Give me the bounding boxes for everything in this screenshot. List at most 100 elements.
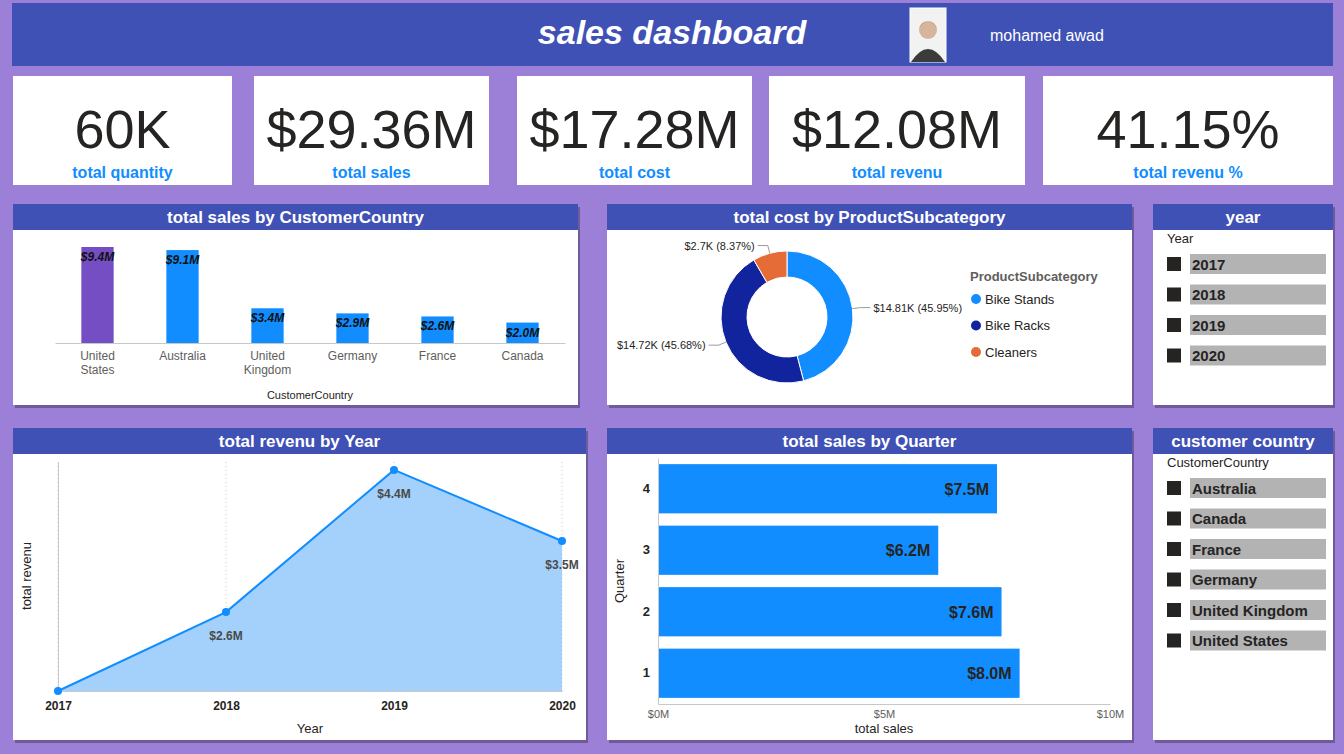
slicer-field: CustomerCountry	[1167, 455, 1269, 470]
panel-bg	[607, 204, 1132, 405]
x-axis-tick-label: UnitedKingdom	[244, 349, 291, 377]
kpi-card: $12.08Mtotal revenu	[769, 76, 1025, 185]
x-axis-title: CustomerCountry	[267, 389, 354, 401]
slicer-checkbox[interactable]	[1167, 257, 1181, 271]
y-axis-tick: 1	[643, 665, 658, 680]
slicer-item-label[interactable]: 2019	[1192, 317, 1225, 334]
slicer-item[interactable]: Germany	[1167, 570, 1326, 590]
slicer-item[interactable]: Canada	[1167, 509, 1326, 529]
y-axis-tick: 2	[643, 604, 658, 619]
panel-title-bar	[13, 204, 578, 230]
slicer-item-bg[interactable]	[1190, 346, 1326, 366]
x-axis-tick: UnitedKingdom	[244, 343, 291, 377]
legend-swatch	[971, 321, 981, 331]
avatar-hair	[919, 21, 937, 28]
legend: ProductSubcategoryBike StandsBike RacksC…	[970, 269, 1099, 360]
x-axis-tick: Australia	[159, 343, 206, 363]
background	[0, 0, 1344, 754]
panel-title-bar	[1153, 204, 1333, 230]
slicer-checkbox[interactable]	[1167, 573, 1181, 587]
panel-title-bar	[1153, 428, 1333, 454]
slicer-item[interactable]: Australia	[1167, 478, 1326, 498]
x-axis: 2017201820192020	[45, 691, 576, 713]
slicer-item[interactable]: 2017	[1167, 254, 1326, 274]
slicer-item[interactable]: France	[1167, 539, 1326, 559]
slicer-item-bg[interactable]	[1190, 315, 1326, 335]
panel: total cost by ProductSubcategory $14.81K …	[607, 204, 1134, 408]
y-axis-tick-label: 3	[643, 542, 650, 557]
kpi-value: 41.15%	[1096, 99, 1279, 159]
marker	[222, 608, 230, 616]
slicer-item-bg[interactable]	[1190, 285, 1326, 305]
slicer-checkbox[interactable]	[1167, 512, 1181, 526]
slicer-item-label[interactable]: Australia	[1192, 480, 1257, 497]
panel: total revenu by Year2017201820192020$2.6…	[13, 428, 588, 743]
kpi-value: $17.28M	[529, 99, 739, 159]
kpi-value: $12.08M	[792, 99, 1002, 159]
kpi-value: $29.36M	[266, 99, 476, 159]
slicer-item-bg[interactable]	[1190, 539, 1326, 559]
slicer-item-bg[interactable]	[1190, 509, 1326, 529]
x-axis-tick-label: Germany	[328, 349, 377, 363]
y-axis-tick-label: 2	[643, 604, 650, 619]
avatar-body	[911, 49, 945, 62]
slicer-item[interactable]: 2019	[1167, 315, 1326, 335]
slicer-item-bg[interactable]	[1190, 478, 1326, 498]
slicer-item-bg[interactable]	[1190, 254, 1326, 274]
panel-bg	[607, 428, 1132, 740]
data-label: $14.81K (45.95%)	[873, 302, 962, 314]
panel: total sales by Quarter4321$0M$5M$10M$7.5…	[607, 428, 1134, 743]
slicer-item-label[interactable]: United Kingdom	[1192, 602, 1308, 619]
slicer-checkbox[interactable]	[1167, 634, 1181, 648]
slicer-item-bg[interactable]	[1190, 600, 1326, 620]
x-axis-tick: Canada	[501, 343, 543, 363]
slicer-item-label[interactable]: United States	[1192, 632, 1288, 649]
panel-title: customer country	[1171, 432, 1315, 451]
y-axis-tick: 3	[643, 542, 658, 557]
bars	[658, 464, 1020, 698]
kpi-value: 60K	[74, 99, 170, 159]
series	[54, 466, 566, 695]
x-axis-line	[56, 343, 566, 344]
slicer-checkbox[interactable]	[1167, 318, 1181, 332]
panel-title: total cost by ProductSubcategory	[733, 208, 1006, 227]
bar	[658, 587, 1002, 636]
x-axis: UnitedStates Australia UnitedKingdom German…	[56, 343, 566, 377]
x-axis-tick-label: UnitedStates	[80, 349, 115, 377]
x-axis-tick: $0M	[648, 704, 669, 720]
slicer-item-label[interactable]: Canada	[1192, 510, 1247, 527]
slicer-item[interactable]: 2020	[1167, 346, 1326, 366]
slicer: customer country CustomerCountry Australia…	[1153, 428, 1335, 743]
slicer-checkbox[interactable]	[1167, 349, 1181, 363]
bars	[81, 247, 538, 343]
slicer-checkbox[interactable]	[1167, 288, 1181, 302]
x-axis-tick: Germany	[328, 343, 377, 363]
legend-swatch	[971, 347, 981, 357]
slicer-checkbox[interactable]	[1167, 603, 1181, 617]
legend-label: Bike Racks	[985, 318, 1051, 333]
bar	[658, 649, 1020, 698]
slicer-checkbox[interactable]	[1167, 542, 1181, 556]
slicer-item[interactable]: United States	[1167, 631, 1326, 651]
slicer-item-label[interactable]: France	[1192, 541, 1241, 558]
slicer-item-label[interactable]: 2018	[1192, 286, 1225, 303]
slicer-checkbox[interactable]	[1167, 481, 1181, 495]
avatar-face	[919, 21, 937, 39]
bar	[658, 526, 938, 575]
slicer-item-label[interactable]: 2017	[1192, 256, 1225, 273]
panel-title: total revenu by Year	[219, 432, 381, 451]
y-axis-tick: 4	[643, 481, 658, 496]
slicer-item-bg[interactable]	[1190, 570, 1326, 590]
data-label: $2.7K (8.37%)	[684, 240, 754, 252]
panel-title-bar	[607, 428, 1132, 454]
slicer-item-label[interactable]: Germany	[1192, 571, 1258, 588]
data-label: $3.4M	[250, 311, 285, 325]
slicer-item-bg[interactable]	[1190, 631, 1326, 651]
slicer-item[interactable]: 2018	[1167, 285, 1326, 305]
slicer-item-label[interactable]: 2020	[1192, 347, 1225, 364]
x-axis-tick-label: 2017	[45, 699, 72, 713]
slicer-item[interactable]: United Kingdom	[1167, 600, 1326, 620]
y-axis-title: Quarter	[612, 558, 627, 603]
leader-line	[758, 246, 770, 254]
x-axis-tick-label: $10M	[1097, 708, 1125, 720]
